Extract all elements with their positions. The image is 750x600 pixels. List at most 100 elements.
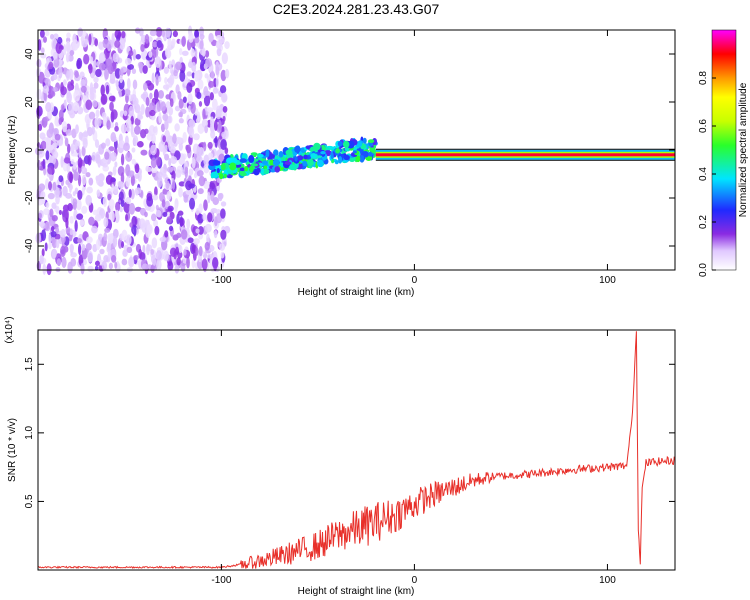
heatmap-x-tick-label: 0 <box>412 275 418 286</box>
heatmap-noise-cell <box>69 172 73 184</box>
heatmap-noise-cell <box>161 199 166 208</box>
heatmap-noise-cell <box>57 36 63 44</box>
heatmap-noise-cell <box>81 187 85 196</box>
heatmap-noise-cell <box>70 143 75 155</box>
heatmap-noise-cell <box>156 39 163 48</box>
heatmap-noise-cell <box>128 170 135 177</box>
heatmap-noise-cell <box>38 71 45 84</box>
heatmap-noise-cell <box>191 258 196 269</box>
heatmap-noise-cell <box>168 225 174 232</box>
heatmap-noise-cell <box>114 122 119 128</box>
heatmap-noise-cell <box>145 96 150 107</box>
heatmap-noise-cell <box>150 144 157 156</box>
heatmap-noise-cell <box>207 212 213 223</box>
heatmap-signal-cell <box>284 161 292 165</box>
heatmap-signal-cell <box>307 158 314 167</box>
heatmap-noise-cell <box>170 145 176 154</box>
heatmap-noise-cell <box>179 70 186 82</box>
heatmap-noise-cell <box>66 91 72 104</box>
heatmap-noise-cell <box>144 128 149 135</box>
heatmap-noise-cell <box>70 79 74 86</box>
heatmap-noise-cell <box>155 73 159 86</box>
heatmap-noise-cell <box>69 49 75 56</box>
heatmap-noise-cell <box>43 208 50 216</box>
heatmap-noise-cell <box>146 224 153 235</box>
heatmap-noise-cell <box>36 58 42 68</box>
heatmap-noise-cell <box>197 188 204 195</box>
heatmap-noise-cell <box>42 158 46 170</box>
heatmap-signal-cell <box>250 152 258 156</box>
heatmap-noise-cell <box>110 151 117 162</box>
snr-y-tick-label: 1.0 <box>24 425 35 439</box>
heatmap-noise-cell <box>204 50 210 58</box>
heatmap-noise-cell <box>146 196 154 207</box>
heatmap-signal-cell <box>223 173 227 179</box>
heatmap-noise-cell <box>177 91 182 100</box>
heatmap-signal-cell <box>310 152 317 159</box>
heatmap-noise-cell <box>212 87 219 94</box>
heatmap-noise-cell <box>104 151 110 160</box>
heatmap-noise-cell <box>174 123 180 132</box>
heatmap-noise-cell <box>135 104 141 114</box>
heatmap-noise-cell <box>222 106 228 113</box>
heatmap-noise-cell <box>166 190 172 201</box>
heatmap-signal-cell <box>337 140 343 147</box>
heatmap-noise-cell <box>47 165 55 175</box>
heatmap-noise-cell <box>79 71 85 79</box>
heatmap-noise-cell <box>125 176 131 188</box>
heatmap-noise-cell <box>132 79 138 90</box>
heatmap-noise-cell <box>215 34 223 41</box>
heatmap-noise-cell <box>72 162 77 170</box>
heatmap-noise-cell <box>65 129 73 136</box>
heatmap-noise-cell <box>66 32 71 39</box>
heatmap-noise-cell <box>77 157 83 168</box>
heatmap-noise-cell <box>104 227 111 233</box>
heatmap-noise-cell <box>134 117 141 126</box>
heatmap-signal-cell <box>352 150 357 154</box>
heatmap-noise-cell <box>167 205 174 212</box>
heatmap-ticks: -100 0 100 -40 -20 0 20 40 <box>24 30 675 286</box>
heatmap-signal-cell <box>249 165 254 173</box>
heatmap-noise-cell <box>164 27 171 38</box>
heatmap-noise-cell <box>42 85 50 94</box>
heatmap-noise-cell <box>95 68 102 78</box>
heatmap-noise-cell <box>162 84 170 90</box>
heatmap-signal-cell <box>313 142 321 151</box>
heatmap-noise-cell <box>130 188 135 200</box>
heatmap-noise-cell <box>224 41 230 50</box>
heatmap-signal-cell <box>256 167 261 173</box>
heatmap-noise-cell <box>203 90 211 97</box>
heatmap-noise-cell <box>169 98 174 108</box>
heatmap-signal-cell <box>369 147 376 153</box>
heatmap-signal-cell <box>343 154 350 161</box>
heatmap-noise-cell <box>129 222 133 228</box>
heatmap-noise-cell <box>85 194 92 206</box>
colorbar-ticks: 0.0 0.2 0.4 0.6 0.8 <box>698 71 716 277</box>
heatmap-noise-cell <box>125 196 132 204</box>
heatmap-noise-cell <box>93 82 99 89</box>
heatmap-noise-cell <box>92 100 98 108</box>
heatmap-noise-cell <box>121 241 125 249</box>
heatmap-noise-cell <box>192 158 196 166</box>
snr-multiplier: (x10⁴) <box>4 316 15 343</box>
heatmap-noise-cell <box>178 142 183 151</box>
snr-y-tick-label: 0.5 <box>24 494 35 508</box>
heatmap-noise-cell <box>85 172 91 178</box>
heatmap-noise-cell <box>208 32 214 43</box>
heatmap-noise-cell <box>45 201 50 209</box>
heatmap-noise-cell <box>44 178 50 190</box>
heatmap-noise-cell <box>118 191 124 201</box>
heatmap-noise-cell <box>46 263 52 276</box>
heatmap-noise-cell <box>38 123 43 132</box>
heatmap-noise-cell <box>203 199 208 211</box>
heatmap-noise-cell <box>117 31 121 39</box>
heatmap-noise-cell <box>100 84 105 97</box>
heatmap-noise-cell <box>148 124 156 137</box>
heatmap-noise-cell <box>74 220 78 232</box>
heatmap-noise-cell <box>152 257 157 266</box>
heatmap-noise-cell <box>134 27 141 34</box>
heatmap-noise-cell <box>145 106 151 118</box>
heatmap-y-axis-label: Frequency (Hz) <box>7 116 18 185</box>
heatmap-noise-cell <box>125 152 133 162</box>
heatmap-noise-cell <box>105 58 112 71</box>
